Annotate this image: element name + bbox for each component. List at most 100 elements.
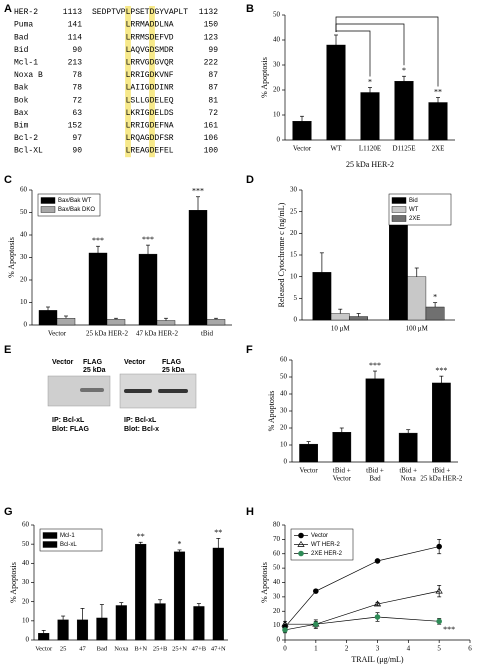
- lane-label: 25 kDa: [162, 367, 185, 374]
- start-position: 78: [72, 84, 82, 93]
- x-axis-label: TRAIL (μg/mL): [351, 655, 404, 664]
- start-position: 63: [72, 109, 82, 118]
- protein-name: Noxa B: [14, 71, 43, 80]
- x-tick-label: tBid +: [333, 467, 351, 475]
- y-tick-label: 40: [273, 36, 281, 44]
- y-tick-label: 40: [20, 231, 28, 239]
- y-tick-label: 50: [273, 564, 281, 572]
- y-tick-label: 40: [273, 578, 281, 586]
- y-tick-label: 0: [284, 458, 288, 466]
- bar: [206, 319, 226, 326]
- y-tick-label: 0: [24, 321, 28, 329]
- marker: [373, 600, 382, 607]
- x-tick-label: tBid +: [433, 467, 451, 475]
- panel-label: E: [4, 344, 11, 356]
- bar: [326, 44, 346, 141]
- x-tick-label: 25: [60, 645, 67, 652]
- panel-label: H: [246, 506, 254, 518]
- significance-label: **: [214, 528, 222, 537]
- y-tick-label: 60: [273, 549, 281, 557]
- significance-label: ***: [369, 361, 381, 370]
- x-tick-label: 1: [314, 645, 318, 653]
- series-line: [285, 590, 440, 625]
- panel-label: F: [246, 344, 253, 356]
- sequence: LKRIGDELDS: [126, 109, 174, 118]
- start-position: 97: [72, 134, 82, 143]
- blot-band: [80, 388, 104, 392]
- bar: [432, 382, 451, 463]
- x-tick-label: Noxa: [114, 645, 128, 652]
- x-tick-label: 25 kDa HER-2: [420, 475, 462, 483]
- y-tick-label: 10: [273, 621, 281, 629]
- y-tick-label: 30: [273, 61, 281, 69]
- bar: [365, 378, 385, 463]
- x-tick-label: Vector: [35, 645, 53, 652]
- significance-label: ***: [92, 236, 104, 245]
- panel-label: D: [246, 174, 254, 186]
- significance-label: ***: [443, 625, 455, 634]
- bar: [332, 432, 352, 463]
- series-line: [284, 546, 440, 628]
- bar: [389, 224, 408, 321]
- y-tick-label: 30: [280, 407, 288, 415]
- marker: [436, 618, 442, 625]
- x-tick-label: 10 μM: [331, 325, 351, 333]
- legend-swatch: [391, 197, 407, 204]
- legend-label: 2XE HER-2: [311, 551, 343, 557]
- x-tick-label: Noxa: [401, 475, 417, 483]
- end-position: 150: [204, 21, 219, 30]
- y-tick-label: 40: [280, 390, 288, 398]
- lane-label: FLAG: [83, 359, 103, 366]
- legend-label: Bid: [409, 198, 418, 204]
- bar: [330, 313, 350, 321]
- blot-caption: Blot: FLAG: [52, 426, 89, 433]
- y-tick-label: 50: [20, 208, 28, 216]
- y-tick-label: 20: [290, 229, 298, 237]
- bar: [154, 603, 166, 641]
- y-tick-label: 50: [273, 11, 281, 19]
- start-position: 90: [72, 46, 82, 55]
- protein-name: Bim: [14, 122, 29, 131]
- y-tick-label: 25: [290, 207, 298, 215]
- panel-label: C: [4, 174, 12, 186]
- end-position: 72: [208, 109, 218, 118]
- bar: [398, 432, 418, 463]
- y-tick-label: 50: [280, 373, 288, 381]
- sequence: LAIIGDDINR: [126, 84, 174, 93]
- legend-label: WT HER-2: [311, 542, 341, 548]
- sequence: LREAGDEFEL: [126, 147, 174, 156]
- x-tick-label: 6: [468, 645, 472, 653]
- x-tick-label: WT: [331, 145, 343, 153]
- bar: [106, 319, 126, 326]
- protein-name: Puma: [14, 21, 33, 30]
- x-tick-label: B+N: [134, 645, 147, 652]
- y-tick-label: 30: [22, 578, 30, 586]
- protein-name: Bad: [14, 33, 29, 42]
- lane-label: Vector: [52, 359, 74, 366]
- marker: [313, 588, 319, 594]
- series-line: [284, 616, 440, 631]
- protein-name: Bok: [14, 96, 29, 105]
- y-tick-label: 80: [273, 521, 281, 529]
- x-tick-label: 25+B: [153, 645, 168, 652]
- y-tick-label: 15: [290, 251, 298, 259]
- sequence: LSLLGDELEQ: [126, 96, 174, 105]
- blot-caption: Blot: Bcl-x: [124, 426, 159, 433]
- bar: [138, 253, 158, 326]
- protein-name: Bax: [14, 109, 29, 118]
- bar: [193, 606, 205, 641]
- x-tick-label: 4: [407, 645, 411, 653]
- y-tick-label: 70: [273, 535, 281, 543]
- sequence: LRRIGDEFNA: [126, 122, 174, 131]
- significance-label: **: [434, 87, 442, 96]
- bar: [135, 543, 147, 641]
- start-position: 1113: [63, 8, 82, 17]
- start-position: 72: [72, 96, 82, 105]
- start-position: 141: [68, 21, 83, 30]
- end-position: 106: [204, 134, 219, 143]
- protein-name: Bcl-2: [14, 134, 38, 143]
- protein-name: Bid: [14, 46, 29, 55]
- y-tick-label: 10: [20, 298, 28, 306]
- y-tick-label: 0: [294, 316, 298, 324]
